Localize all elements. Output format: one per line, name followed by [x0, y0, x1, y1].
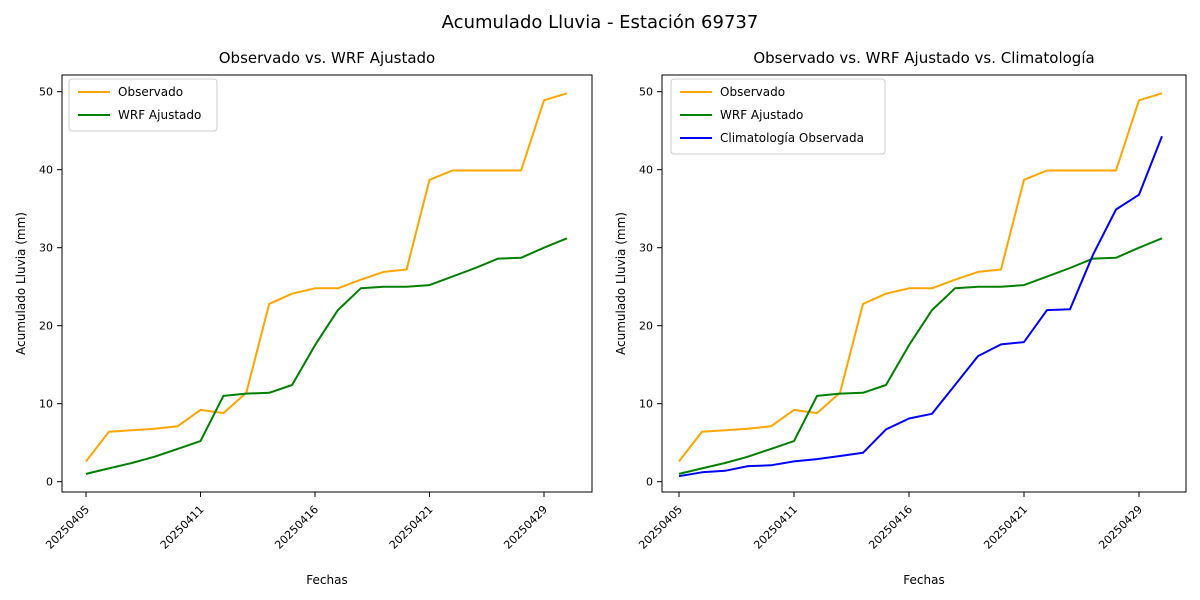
legend: Observado WRF Ajustado Climatología Observ…: [670, 78, 886, 155]
x-tick-label: 20250411: [751, 503, 800, 552]
y-tick-label: 10: [639, 398, 653, 411]
legend-label: WRF Ajustado: [118, 108, 201, 122]
x-tick-label: 20250405: [636, 503, 685, 552]
y-tick-label: 10: [39, 398, 53, 411]
y-tick-label: 30: [39, 242, 53, 255]
series-line-wrf-ajustado: [678, 237, 1163, 475]
y-tick-label: 50: [39, 86, 53, 99]
plot-frame: [61, 74, 593, 493]
figure-suptitle: Acumulado Lluvia - Estación 69737: [441, 12, 759, 33]
axes: 0 10 20 30 40 50 20250405 20250411 20250416 20250…: [636, 86, 1145, 552]
legend-label: WRF Ajustado: [720, 108, 803, 122]
plot-frame: [661, 74, 1187, 493]
x-axis-label: Fechas: [903, 573, 944, 587]
x-tick-label: 20250429: [1096, 503, 1145, 552]
series-line-wrf-ajustado: [85, 237, 568, 475]
x-tick-label: 20250411: [158, 503, 207, 552]
series-line-climatolog-a-observada: [678, 135, 1163, 478]
y-tick-label: 0: [46, 476, 53, 489]
legend-label: Climatología Observada: [720, 131, 864, 145]
right-chart: 0 10 20 30 40 50 20250405 20250411 20250416 20250…: [614, 49, 1187, 587]
legend-box: [670, 78, 886, 155]
x-axis-label: Fechas: [306, 573, 347, 587]
legend-label: Observado: [118, 85, 183, 99]
axes: 0 10 20 30 40 50 20250405 20250411 20250416 20250…: [39, 86, 550, 552]
series-line-observado: [85, 92, 568, 463]
y-tick-label: 40: [639, 164, 653, 177]
subplot-title: Observado vs. WRF Ajustado vs. Climatolo…: [753, 49, 1094, 67]
legend: Observado WRF Ajustado: [68, 78, 218, 132]
x-tick-label: 20250416: [866, 503, 915, 552]
y-tick-label: 0: [646, 476, 653, 489]
x-tick-label: 20250429: [501, 503, 550, 552]
y-tick-label: 20: [39, 320, 53, 333]
y-axis-label: Acumulado Lluvia (mm): [614, 212, 628, 355]
x-tick-label: 20250421: [387, 503, 436, 552]
subplot-title: Observado vs. WRF Ajustado: [219, 49, 435, 67]
y-tick-label: 40: [39, 164, 53, 177]
y-tick-label: 30: [639, 242, 653, 255]
x-tick-label: 20250405: [43, 503, 92, 552]
x-tick-label: 20250416: [272, 503, 321, 552]
series-line-observado: [678, 92, 1163, 463]
y-axis-label: Acumulado Lluvia (mm): [14, 212, 28, 355]
legend-label: Observado: [720, 85, 785, 99]
left-chart: 0 10 20 30 40 50 20250405 20250411 20250416 20250…: [14, 49, 593, 587]
x-tick-label: 20250421: [981, 503, 1030, 552]
y-tick-label: 20: [639, 320, 653, 333]
y-tick-label: 50: [639, 86, 653, 99]
